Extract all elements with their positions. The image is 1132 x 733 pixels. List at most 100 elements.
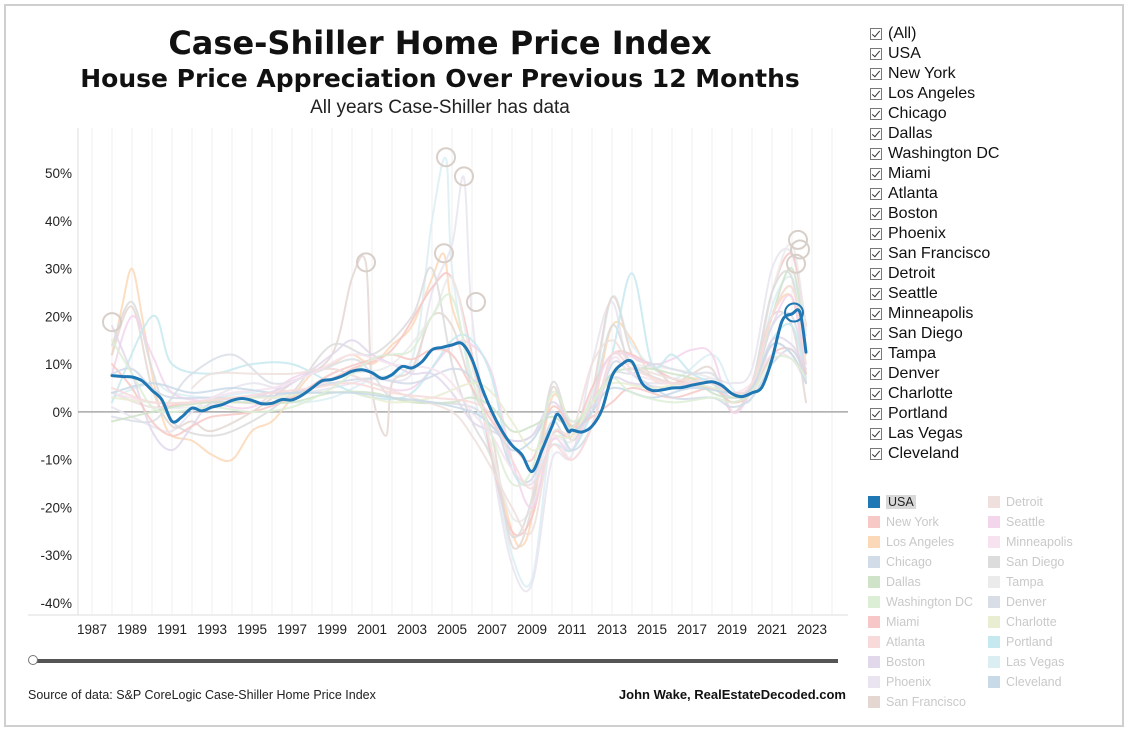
checkbox-checked-icon[interactable] (870, 368, 882, 380)
filter-item-cleveland[interactable]: Cleveland (870, 444, 1120, 464)
legend-item-minneapolis[interactable]: Minneapolis (988, 532, 1113, 552)
date-range-slider[interactable] (28, 654, 838, 668)
filter-item-los-angeles[interactable]: Los Angeles (870, 84, 1120, 104)
filter-item-atlanta[interactable]: Atlanta (870, 184, 1120, 204)
filter-item-miami[interactable]: Miami (870, 164, 1120, 184)
filter-item-all[interactable]: (All) (870, 24, 1120, 44)
legend-item-boston[interactable]: Boston (868, 652, 993, 672)
filter-item-label: Chicago (888, 105, 947, 122)
legend-label: Dallas (886, 575, 921, 589)
checkbox-checked-icon[interactable] (870, 408, 882, 420)
legend-item-san-diego[interactable]: San Diego (988, 552, 1113, 572)
filter-item-boston[interactable]: Boston (870, 204, 1120, 224)
checkbox-checked-icon[interactable] (870, 148, 882, 160)
checkbox-checked-icon[interactable] (870, 388, 882, 400)
filter-item-minneapolis[interactable]: Minneapolis (870, 304, 1120, 324)
legend-swatch (988, 536, 1000, 548)
checkbox-checked-icon[interactable] (870, 448, 882, 460)
checkbox-checked-icon[interactable] (870, 248, 882, 260)
checkbox-checked-icon[interactable] (870, 348, 882, 360)
legend-swatch (988, 576, 1000, 588)
checkbox-checked-icon[interactable] (870, 268, 882, 280)
legend-item-phoenix[interactable]: Phoenix (868, 672, 993, 692)
legend-swatch (868, 576, 880, 588)
checkbox-checked-icon[interactable] (870, 48, 882, 60)
legend-item-atlanta[interactable]: Atlanta (868, 632, 993, 652)
series-line-washington-dc (111, 293, 807, 487)
legend-label: Detroit (1006, 495, 1043, 509)
filter-item-label: Dallas (888, 125, 933, 142)
slider-track[interactable] (34, 659, 838, 663)
legend-item-chicago[interactable]: Chicago (868, 552, 993, 572)
x-tick-label: 1991 (157, 622, 187, 637)
filter-item-san-diego[interactable]: San Diego (870, 324, 1120, 344)
legend-item-san-francisco[interactable]: San Francisco (868, 692, 993, 712)
checkbox-checked-icon[interactable] (870, 108, 882, 120)
series-lines (110, 156, 808, 593)
filter-item-washington-dc[interactable]: Washington DC (870, 144, 1120, 164)
checkbox-checked-icon[interactable] (870, 308, 882, 320)
filter-item-portland[interactable]: Portland (870, 404, 1120, 424)
legend-item-miami[interactable]: Miami (868, 612, 993, 632)
legend-swatch (868, 656, 880, 668)
filter-item-label: Portland (888, 405, 948, 422)
filter-item-usa[interactable]: USA (870, 44, 1120, 64)
filter-item-phoenix[interactable]: Phoenix (870, 224, 1120, 244)
peak-marker (434, 243, 454, 264)
legend-swatch (988, 596, 1000, 608)
filter-item-new-york[interactable]: New York (870, 64, 1120, 84)
filter-item-dallas[interactable]: Dallas (870, 124, 1120, 144)
legend-label: Boston (886, 655, 925, 669)
filter-item-detroit[interactable]: Detroit (870, 264, 1120, 284)
legend-item-new-york[interactable]: New York (868, 512, 993, 532)
legend-item-denver[interactable]: Denver (988, 592, 1113, 612)
x-tick-label: 1989 (117, 622, 147, 637)
line-chart[interactable]: 50%40%30%20%10%0%-10%-20%-30%-40% 1987 19… (0, 0, 860, 650)
legend-label: Los Angeles (886, 535, 955, 549)
peak-marker (436, 147, 456, 168)
x-tick-label: 1999 (317, 622, 347, 637)
checkbox-checked-icon[interactable] (870, 328, 882, 340)
checkbox-checked-icon[interactable] (870, 288, 882, 300)
checkbox-checked-icon[interactable] (870, 208, 882, 220)
checkbox-checked-icon[interactable] (870, 188, 882, 200)
checkbox-checked-icon[interactable] (870, 88, 882, 100)
x-tick-label: 2009 (517, 622, 547, 637)
filter-item-seattle[interactable]: Seattle (870, 284, 1120, 304)
legend-item-tampa[interactable]: Tampa (988, 572, 1113, 592)
legend-label: Washington DC (886, 595, 974, 609)
legend-item-los-angeles[interactable]: Los Angeles (868, 532, 993, 552)
slider-handle[interactable] (28, 655, 38, 665)
legend-item-seattle[interactable]: Seattle (988, 512, 1113, 532)
filter-item-tampa[interactable]: Tampa (870, 344, 1120, 364)
chart-subtitle: All years Case-Shiller has data (310, 97, 570, 118)
filter-item-las-vegas[interactable]: Las Vegas (870, 424, 1120, 444)
legend-swatch (868, 496, 880, 508)
legend-item-portland[interactable]: Portland (988, 632, 1113, 652)
filter-item-denver[interactable]: Denver (870, 364, 1120, 384)
legend-item-las-vegas[interactable]: Las Vegas (988, 652, 1113, 672)
checkbox-checked-icon[interactable] (870, 168, 882, 180)
checkbox-checked-icon[interactable] (870, 128, 882, 140)
x-tick-label: 2001 (357, 622, 387, 637)
legend-item-cleveland[interactable]: Cleveland (988, 672, 1113, 692)
checkbox-checked-icon[interactable] (870, 428, 882, 440)
y-tick-label: 30% (45, 262, 72, 277)
legend-item-usa[interactable]: USA (868, 492, 993, 512)
checkbox-checked-icon[interactable] (870, 28, 882, 40)
filter-item-charlotte[interactable]: Charlotte (870, 384, 1120, 404)
legend-item-charlotte[interactable]: Charlotte (988, 612, 1113, 632)
legend-label: Chicago (886, 555, 932, 569)
legend-column-2: Detroit Seattle Minneapolis San Diego Tampa D… (988, 492, 1113, 692)
legend-swatch (868, 676, 880, 688)
filter-item-san-francisco[interactable]: San Francisco (870, 244, 1120, 264)
legend-swatch (988, 656, 1000, 668)
legend-item-washington-dc[interactable]: Washington DC (868, 592, 993, 612)
legend-item-detroit[interactable]: Detroit (988, 492, 1113, 512)
checkbox-checked-icon[interactable] (870, 228, 882, 240)
x-axis: 1987 1989 1991 1993 1995 1997 1999 2001 2003 2005… (77, 622, 827, 637)
legend-swatch (868, 596, 880, 608)
legend-item-dallas[interactable]: Dallas (868, 572, 993, 592)
filter-item-chicago[interactable]: Chicago (870, 104, 1120, 124)
checkbox-checked-icon[interactable] (870, 68, 882, 80)
